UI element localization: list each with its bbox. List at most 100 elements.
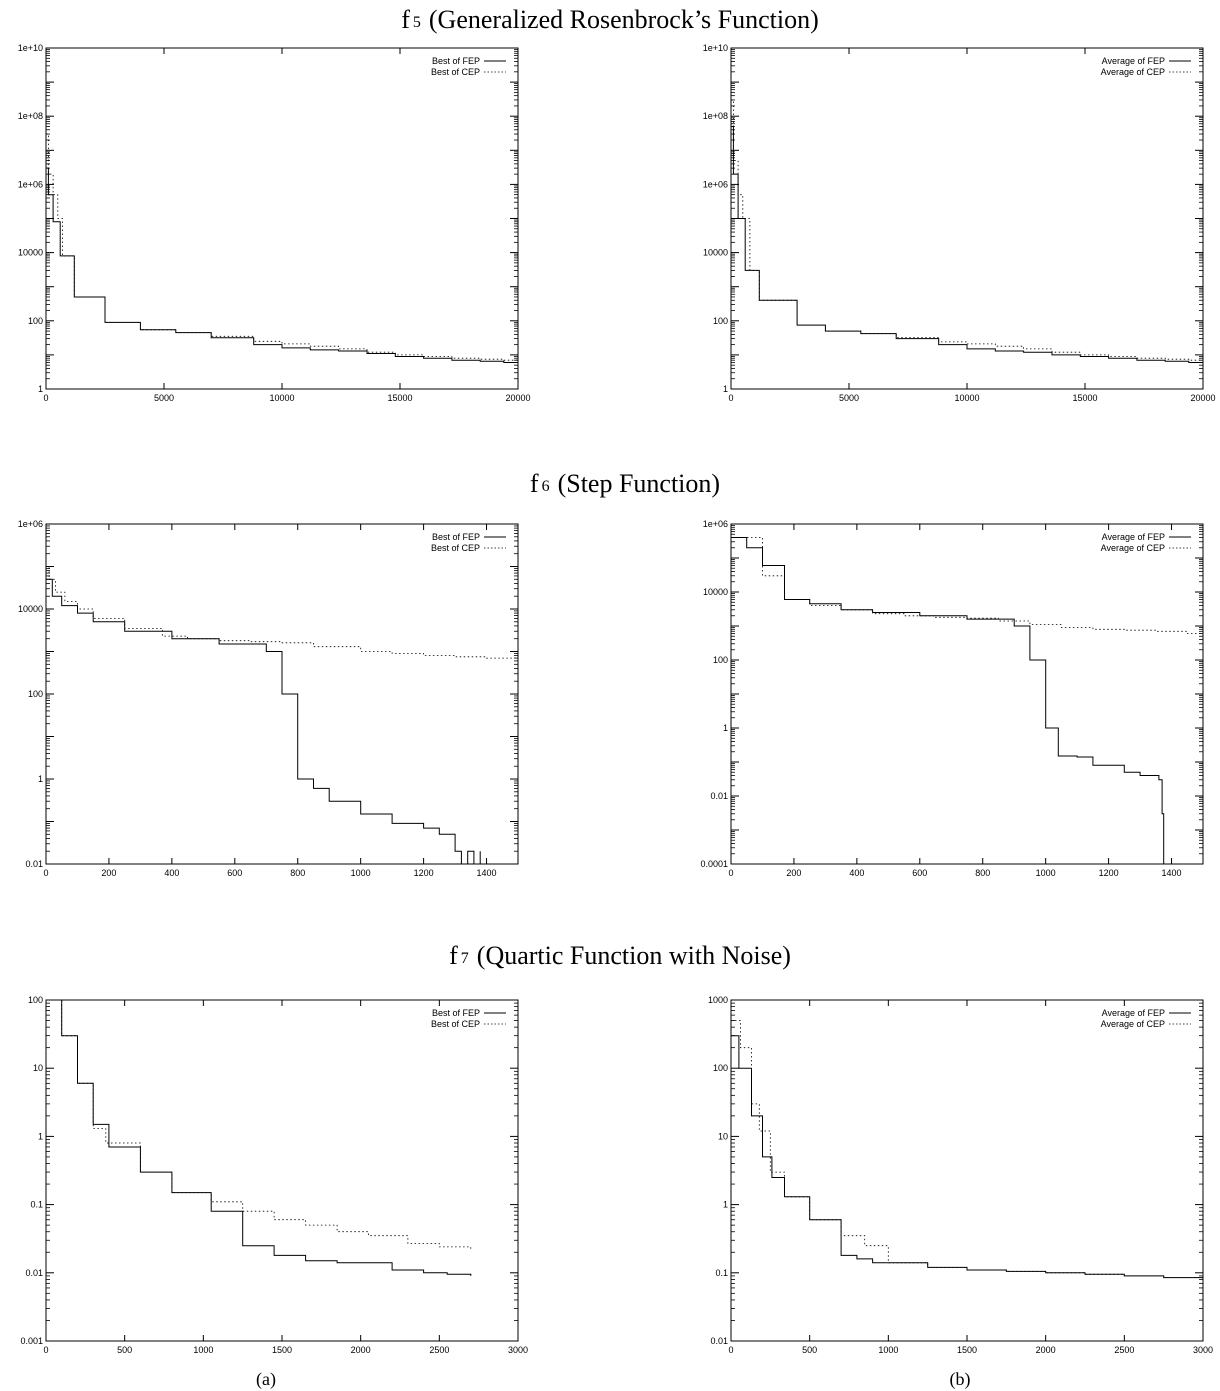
x-tick-label: 1200 bbox=[414, 868, 434, 878]
plot-frame bbox=[46, 48, 518, 389]
x-tick-label: 500 bbox=[802, 1345, 817, 1355]
x-tick-label: 20000 bbox=[1190, 393, 1215, 403]
legend-entry-label: Best of FEP bbox=[432, 532, 480, 542]
x-tick-label: 1000 bbox=[878, 1345, 898, 1355]
x-tick-label: 1000 bbox=[351, 868, 371, 878]
x-tick-label: 15000 bbox=[1072, 393, 1097, 403]
row-title-f6-id: f bbox=[530, 469, 539, 498]
x-tick-label: 5000 bbox=[154, 393, 174, 403]
panel-f6-a: 0.01 1 100 10000 1e+06 0 200 400 600 800 1000 1200 1… bbox=[18, 519, 518, 878]
panel-f5-a: 1 100 10000 1e+06 1e+08 1e+10 0 5000 10000 15000 2… bbox=[18, 43, 531, 403]
series-line-cep bbox=[46, 567, 518, 661]
y-tick-label: 1e+10 bbox=[703, 43, 728, 53]
x-tick-label: 0 bbox=[43, 868, 48, 878]
x-tick-label: 1500 bbox=[957, 1345, 977, 1355]
x-tick-label: 10000 bbox=[954, 393, 979, 403]
x-tick-label: 500 bbox=[117, 1345, 132, 1355]
x-tick-label: 800 bbox=[290, 868, 305, 878]
x-tick-label: 5000 bbox=[839, 393, 859, 403]
row-title-f7: f 7 (Quartic Function with Noise) bbox=[449, 941, 791, 970]
x-tick-label: 1200 bbox=[1099, 868, 1119, 878]
x-tick-label: 3000 bbox=[508, 1345, 528, 1355]
y-tick-label: 1 bbox=[38, 384, 43, 394]
y-tick-label: 1000 bbox=[708, 995, 728, 1005]
y-tick-label: 0.01 bbox=[710, 1336, 728, 1346]
x-tick-label: 200 bbox=[786, 868, 801, 878]
row-title-f5-id: f bbox=[401, 5, 410, 34]
caption-a: (a) bbox=[256, 1369, 276, 1390]
x-tick-label: 1000 bbox=[193, 1345, 213, 1355]
y-tick-label: 10000 bbox=[18, 248, 43, 258]
x-tick-label: 0 bbox=[728, 868, 733, 878]
x-tick-label: 1000 bbox=[1036, 868, 1056, 878]
y-tick-label: 1e+06 bbox=[703, 519, 728, 529]
row-title-f7-name: (Quartic Function with Noise) bbox=[477, 941, 791, 970]
legend-entry-label: Average of FEP bbox=[1102, 56, 1165, 66]
x-tick-label: 600 bbox=[912, 868, 927, 878]
x-tick-label: 600 bbox=[227, 868, 242, 878]
row-title-f6: f 6 (Step Function) bbox=[530, 469, 720, 498]
y-tick-label: 1e+08 bbox=[703, 111, 728, 121]
y-tick-label: 0.01 bbox=[710, 791, 728, 801]
legend-entry-label: Average of CEP bbox=[1101, 543, 1165, 553]
y-tick-label: 0.1 bbox=[30, 1200, 43, 1210]
x-tick-label: 0 bbox=[728, 1345, 733, 1355]
plot-frame bbox=[731, 1000, 1203, 1341]
y-tick-label: 1e+06 bbox=[703, 179, 728, 189]
caption-b: (b) bbox=[950, 1369, 971, 1390]
row-title-f5: f 5 (Generalized Rosenbrock’s Function) bbox=[401, 5, 819, 34]
series-line-fep bbox=[46, 1000, 471, 1276]
x-tick-label: 1400 bbox=[477, 868, 497, 878]
x-tick-label: 400 bbox=[164, 868, 179, 878]
series-line-fep bbox=[46, 168, 518, 362]
x-tick-label: 3000 bbox=[1193, 1345, 1213, 1355]
x-tick-label: 0 bbox=[728, 393, 733, 403]
y-tick-label: 10000 bbox=[703, 248, 728, 258]
y-tick-label: 10000 bbox=[18, 604, 43, 614]
panel-f6-b: 0.0001 0.01 1 100 10000 1e+06 0 200 400 600 800 100… bbox=[700, 519, 1203, 878]
y-tick-label: 100 bbox=[713, 1063, 728, 1073]
plot-frame bbox=[731, 48, 1203, 389]
legend-entry-label: Average of FEP bbox=[1102, 1008, 1165, 1018]
y-tick-label: 10 bbox=[718, 1131, 728, 1141]
legend-entry-label: Best of CEP bbox=[431, 543, 480, 553]
y-tick-label: 1e+08 bbox=[18, 111, 43, 121]
y-tick-label: 0.0001 bbox=[700, 859, 728, 869]
y-tick-label: 1e+06 bbox=[18, 179, 43, 189]
y-tick-label: 1e+06 bbox=[18, 519, 43, 529]
series-line-cep bbox=[46, 1000, 471, 1251]
row-title-f5-sub: 5 bbox=[413, 14, 421, 31]
row-title-f6-name: (Step Function) bbox=[558, 469, 721, 498]
series-line-fep bbox=[731, 127, 1203, 363]
legend-entry-label: Best of FEP bbox=[432, 56, 480, 66]
y-tick-label: 10 bbox=[33, 1063, 43, 1073]
row-title-f5-name: (Generalized Rosenbrock’s Function) bbox=[429, 5, 819, 34]
y-tick-label: 100 bbox=[713, 316, 728, 326]
series-line-fep bbox=[46, 579, 480, 864]
y-tick-label: 100 bbox=[28, 689, 43, 699]
legend-entry-label: Average of FEP bbox=[1102, 532, 1165, 542]
legend-entry-label: Best of CEP bbox=[431, 1019, 480, 1029]
plot-frame bbox=[46, 1000, 518, 1341]
series-line-fep bbox=[731, 538, 1164, 865]
x-tick-label: 10000 bbox=[269, 393, 294, 403]
x-tick-label: 2000 bbox=[351, 1345, 371, 1355]
y-tick-label: 1 bbox=[723, 723, 728, 733]
series-line-fep bbox=[731, 1036, 1203, 1278]
legend-entry-label: Average of CEP bbox=[1101, 1019, 1165, 1029]
x-tick-label: 2500 bbox=[1114, 1345, 1134, 1355]
y-tick-label: 1 bbox=[38, 1131, 43, 1141]
x-tick-label: 800 bbox=[975, 868, 990, 878]
row-title-f6-sub: 6 bbox=[542, 478, 550, 495]
row-title-f7-id: f bbox=[449, 941, 458, 970]
y-tick-label: 0.001 bbox=[20, 1336, 43, 1346]
x-tick-label: 0 bbox=[43, 393, 48, 403]
x-tick-label: 2000 bbox=[1036, 1345, 1056, 1355]
y-tick-label: 100 bbox=[28, 995, 43, 1005]
y-tick-label: 100 bbox=[713, 655, 728, 665]
y-tick-label: 1 bbox=[723, 384, 728, 394]
x-tick-label: 2500 bbox=[429, 1345, 449, 1355]
legend-entry-label: Best of CEP bbox=[431, 67, 480, 77]
